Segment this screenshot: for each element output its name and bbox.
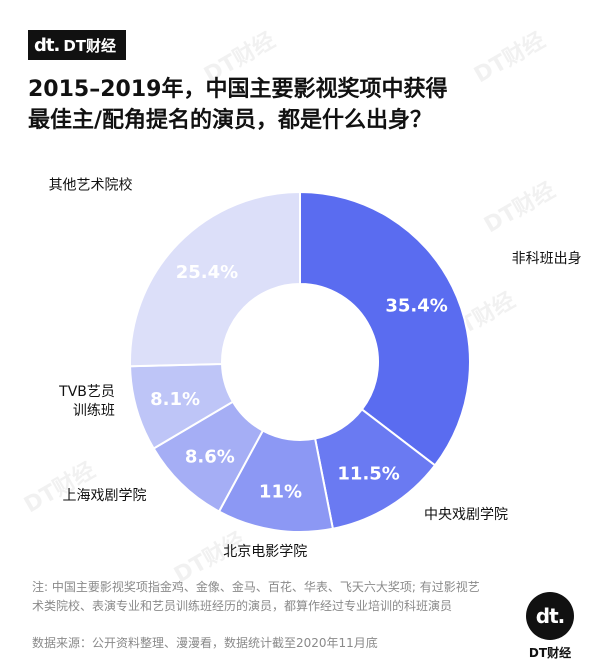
slice-value-label: 8.1%: [150, 389, 200, 410]
slice-category-label-line: 其他艺术院校: [49, 177, 133, 194]
corner-logo-icon: dt.: [526, 592, 574, 640]
slice-value-label: 25.4%: [176, 262, 238, 283]
slice-category-label: 其他艺术院校: [49, 177, 133, 194]
slice-category-label-line: 中央戏剧学院: [424, 507, 508, 523]
chart-title-line-2: 最佳主/配角提名的演员，都是什么出身？: [28, 108, 433, 133]
slice-value-label: 8.6%: [185, 447, 235, 468]
slice-category-label-line: 非科班出身: [512, 251, 582, 267]
slice-value-label: 35.4%: [385, 295, 447, 316]
brand-logo-icon: dt.: [34, 34, 60, 56]
slice-value-label: 11.5%: [337, 463, 399, 484]
slice-category-label: 非科班出身: [512, 251, 582, 267]
donut-slice: [299, 190, 471, 467]
chart-title-line-1: 2015–2019年，中国主要影视奖项中获得: [28, 77, 448, 102]
slice-category-label-line: TVB艺员: [58, 384, 115, 400]
slice-category-label: 中央戏剧学院: [424, 507, 508, 523]
brand-name: DT财经: [63, 36, 117, 55]
data-source: 数据来源：公开资料整理、漫漫看，数据统计截至2020年11月底: [32, 636, 378, 650]
corner-logo-text: DT财经: [528, 646, 572, 660]
slice-category-label: TVB艺员训练班: [58, 384, 115, 419]
footnote-line-2: 术类院校、表演专业和艺员训练班经历的演员，都算作经过专业培训的科班演员: [32, 599, 453, 613]
footnote: 注: 中国主要影视奖项指金鸡、金像、金马、百花、华表、飞天六大奖项; 有过影视艺…: [32, 578, 512, 616]
slice-category-label: 上海戏剧学院: [63, 488, 147, 504]
slice-category-label: 北京电影学院: [223, 544, 307, 560]
brand-badge: dt. DT财经: [28, 30, 127, 60]
slice-category-label-line: 训练班: [73, 403, 115, 419]
slice-value-label: 11%: [259, 482, 302, 503]
footnote-line-1: 注: 中国主要影视奖项指金鸡、金像、金马、百花、华表、飞天六大奖项; 有过影视艺: [32, 580, 480, 594]
donut-slice: [129, 190, 301, 368]
chart-title: 2015–2019年，中国主要影视奖项中获得 最佳主/配角提名的演员，都是什么出…: [28, 74, 588, 136]
slice-category-label-line: 北京电影学院: [223, 544, 307, 560]
slice-category-label-line: 上海戏剧学院: [63, 488, 147, 504]
